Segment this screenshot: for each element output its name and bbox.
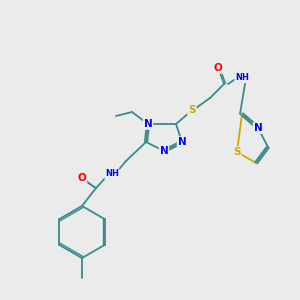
Text: S: S xyxy=(188,105,196,115)
Text: N: N xyxy=(160,146,168,156)
Text: N: N xyxy=(144,119,152,129)
Text: NH: NH xyxy=(235,74,249,82)
Text: O: O xyxy=(214,63,222,73)
Text: NH: NH xyxy=(105,169,119,178)
Text: N: N xyxy=(178,137,186,147)
Text: O: O xyxy=(78,173,86,183)
Text: N: N xyxy=(254,123,262,133)
Text: S: S xyxy=(233,147,241,157)
